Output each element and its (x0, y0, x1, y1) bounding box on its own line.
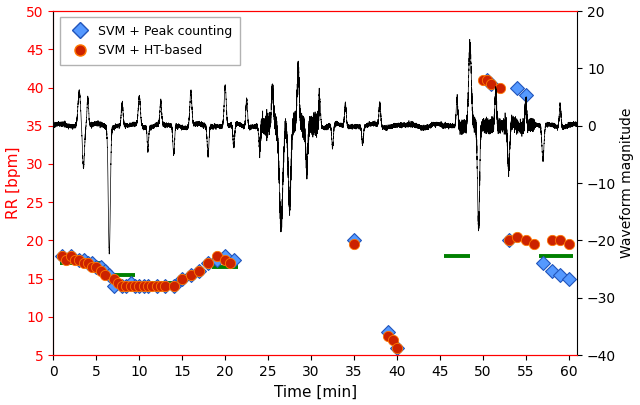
Point (152, 283, 162, 290)
Point (383, 333, 394, 339)
Point (203, 260, 213, 266)
Point (138, 283, 148, 290)
Point (482, 77, 492, 83)
Point (100, 268, 110, 274)
Point (564, 275, 574, 282)
Point (78, 260, 88, 266)
Legend: SVM + Peak counting, SVM + HT-based: SVM + Peak counting, SVM + HT-based (60, 17, 240, 64)
Y-axis label: RR [bpm]: RR [bpm] (6, 147, 20, 220)
Point (134, 283, 145, 290)
Point (122, 283, 132, 290)
Point (117, 283, 127, 290)
Point (95, 264, 106, 271)
Point (143, 283, 153, 290)
Point (529, 241, 540, 247)
Point (225, 260, 235, 266)
Point (156, 283, 166, 290)
Point (152, 283, 162, 290)
Point (349, 237, 359, 244)
Point (538, 260, 548, 266)
Point (504, 237, 514, 244)
Point (211, 252, 221, 259)
Point (160, 283, 170, 290)
Point (104, 272, 115, 278)
Point (555, 272, 565, 278)
Point (74, 256, 84, 263)
Point (547, 268, 557, 274)
Point (203, 260, 213, 266)
Point (186, 272, 196, 278)
Point (177, 275, 188, 282)
Point (108, 275, 118, 282)
Point (78, 256, 88, 263)
Point (477, 77, 488, 83)
Point (168, 283, 179, 290)
Point (388, 337, 398, 343)
Point (160, 283, 170, 290)
Point (125, 283, 136, 290)
Point (177, 275, 188, 282)
Point (92, 264, 102, 271)
Point (134, 283, 145, 290)
Point (521, 92, 531, 98)
Point (95, 268, 106, 274)
Point (521, 237, 531, 244)
Point (486, 81, 497, 87)
Point (168, 283, 179, 290)
Point (228, 256, 239, 263)
Point (83, 260, 93, 266)
Point (100, 272, 110, 278)
Point (70, 256, 80, 263)
Point (65, 252, 76, 259)
Point (87, 264, 97, 271)
Point (130, 283, 140, 290)
Point (57, 252, 67, 259)
Point (195, 268, 205, 274)
Point (383, 329, 394, 335)
Point (495, 84, 505, 91)
Point (547, 237, 557, 244)
Point (349, 241, 359, 247)
Point (65, 252, 76, 259)
Point (92, 264, 102, 271)
Point (555, 237, 565, 244)
Point (61, 256, 72, 263)
Point (138, 283, 148, 290)
Point (143, 283, 153, 290)
Point (122, 283, 132, 290)
Point (512, 233, 522, 240)
Point (147, 283, 157, 290)
Point (113, 279, 123, 286)
Point (125, 279, 136, 286)
Point (130, 283, 140, 290)
Point (504, 237, 514, 244)
Point (211, 256, 221, 263)
Point (117, 283, 127, 290)
Point (220, 252, 230, 259)
X-axis label: Time [min]: Time [min] (274, 384, 357, 399)
Point (392, 344, 402, 351)
Point (482, 77, 492, 83)
Y-axis label: Waveform magnitude: Waveform magnitude (620, 108, 634, 258)
Point (564, 241, 574, 247)
Point (220, 256, 230, 263)
Point (512, 84, 522, 91)
Point (83, 260, 93, 266)
Point (486, 81, 497, 87)
Point (108, 283, 118, 290)
Point (392, 344, 402, 351)
Point (195, 268, 205, 274)
Point (74, 256, 84, 263)
Point (57, 252, 67, 259)
Point (87, 260, 97, 266)
Point (186, 272, 196, 278)
